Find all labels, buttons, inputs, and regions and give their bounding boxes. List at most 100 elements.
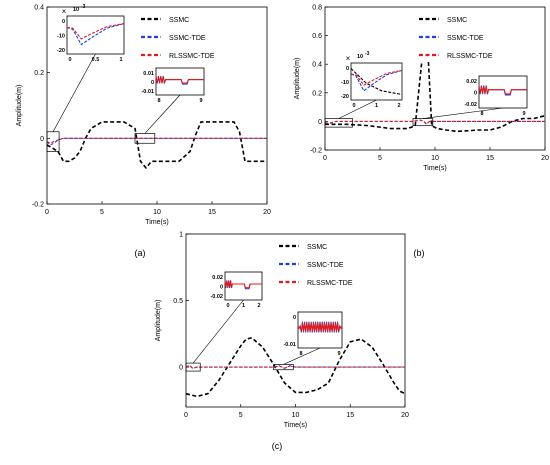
- series-line-ssmc: [325, 45, 546, 133]
- inset-1: 0 1 2 0 -10 -20 × 10 -3: [341, 51, 403, 109]
- inset-y-tick-label: 0.02: [466, 79, 477, 85]
- inset-x-tick-label: 8: [480, 111, 483, 117]
- inset-x-tick-label: 9: [199, 98, 202, 104]
- panel-c: 0 5 10 15 20 0 0.5 1 Time(s) Amplitude(m) 0 1 2 0.02 0…: [155, 232, 409, 452]
- x-tick-label: 5: [239, 412, 243, 419]
- y-axis-label: Amplitude(m): [155, 300, 162, 342]
- inset-series-ssmc-tde: [350, 69, 403, 92]
- x-axis-label: Time(s): [284, 422, 307, 429]
- y-tick-label: 0: [40, 136, 44, 143]
- x-tick-label: 0: [323, 155, 327, 162]
- legend-label: SSMC: [447, 17, 467, 24]
- zoom-connector: [192, 299, 244, 364]
- legend-label: SSMC: [169, 17, 189, 24]
- x-tick-label: 10: [292, 412, 300, 419]
- y-tick-label: -0.2: [32, 202, 44, 209]
- legend-box: [139, 11, 263, 61]
- legend-box: [417, 11, 541, 61]
- zoom-connector: [144, 94, 181, 134]
- inset-2: 8 9 0.02 0 -0.02: [464, 75, 528, 117]
- series-line-rlssmc-tde: [324, 119, 545, 125]
- inset-y-tick-label: 0: [293, 315, 296, 321]
- inset-frame: [297, 311, 343, 349]
- x-tick-label: 20: [263, 209, 271, 216]
- y-tick-label: 0: [179, 365, 183, 372]
- x-tick-label: 15: [208, 209, 216, 216]
- x-tick-label: 5: [100, 209, 104, 216]
- inset-y-tick-label: 0: [474, 91, 477, 97]
- x-tick-label: 10: [431, 155, 439, 162]
- inset-series-rlssmc-tde: [350, 69, 403, 86]
- x-tick-label: 20: [541, 155, 549, 162]
- inset-x-tick-label: 8: [157, 98, 160, 104]
- x-tick-label: 10: [153, 209, 161, 216]
- y-tick-label: 0: [318, 119, 322, 126]
- inset-series-rlssmc-tde: [66, 23, 125, 40]
- legend-label: RLSSMC-TDE: [307, 280, 353, 287]
- legend: SSMC SSMC-TDE RLSSMC-TDE: [139, 11, 263, 61]
- inset-x-tick-label: 1: [119, 57, 122, 63]
- inset-y-tick-label: 0.02: [212, 275, 223, 281]
- panel-caption: (b): [414, 248, 425, 258]
- inset-y-tick-label: -20: [341, 94, 349, 100]
- series-line-rlssmc-tde: [185, 365, 405, 369]
- y-tick-label: 1: [179, 232, 183, 239]
- inset-series-rlssmc-tde: [224, 280, 262, 289]
- y-tick-label: 0.2: [34, 70, 44, 77]
- inset-x-tick-label: 1: [242, 303, 245, 309]
- series-line-rlssmc-tde: [46, 137, 267, 144]
- inset-series-rlssmc-tde: [478, 86, 527, 95]
- inset-series-rlssmc-tde: [297, 322, 343, 332]
- inset-y-tick-label: 0: [62, 19, 65, 25]
- legend: SSMC SSMC-TDE RLSSMC-TDE: [417, 11, 541, 61]
- inset-y-tick-label: -0.01: [141, 89, 154, 95]
- x-axis-label: Time(s): [145, 219, 168, 226]
- inset-frame: [66, 15, 125, 55]
- legend-label: SSMC: [307, 244, 327, 251]
- series-line-ssmc: [46, 121, 267, 170]
- inset-1: 0 0.5 10-10-20× 10 -3: [57, 4, 125, 63]
- inset-multiplier: 10: [357, 54, 363, 60]
- y-axis-label: Amplitude(m): [294, 58, 301, 100]
- legend-label: SSMC-TDE: [307, 262, 344, 269]
- y-tick-label: 0.6: [312, 33, 322, 40]
- inset-multiplier-symbol: ×: [62, 7, 67, 16]
- y-tick-label: 0.4: [312, 62, 322, 69]
- panel-caption: (c): [272, 441, 283, 451]
- zoom-connector: [52, 53, 96, 132]
- inset-1: 0 1 20.020-0.02: [210, 271, 263, 309]
- y-tick-label: 0.2: [312, 90, 322, 97]
- inset-y-tick-label: 0: [220, 285, 223, 291]
- x-axis-label: Time(s): [423, 165, 446, 172]
- y-tick-label: 0.4: [34, 5, 44, 12]
- inset-y-tick-label: -0.01: [283, 342, 296, 348]
- zoom-connector: [422, 107, 504, 119]
- inset-x-tick-label: 0.5: [92, 57, 100, 63]
- legend-label: RLSSMC-TDE: [447, 53, 493, 60]
- legend-label: SSMC-TDE: [447, 35, 484, 42]
- inset-y-tick-label: -10: [341, 80, 349, 86]
- inset-series-rlssmc-tde: [155, 76, 204, 85]
- y-tick-label: 0.8: [312, 5, 322, 12]
- panel-b: 0 5 10 15 20-0.200.20.40.60.8Time(s)Amplitud…: [294, 5, 549, 259]
- inset-x-tick-label: 1: [375, 103, 378, 109]
- inset-y-tick-label: -0.02: [210, 294, 223, 300]
- x-tick-label: 5: [378, 155, 382, 162]
- x-tick-label: 15: [346, 412, 354, 419]
- x-tick-label: 0: [184, 412, 188, 419]
- x-tick-label: 15: [486, 155, 494, 162]
- inset-frame: [224, 271, 263, 301]
- inset-2: 8 9 0.01 0 -0.01: [141, 67, 205, 104]
- inset-frame: [155, 67, 205, 96]
- inset-x-tick-label: 0: [68, 57, 71, 63]
- inset-frame: [478, 75, 528, 109]
- inset-x-tick-label: 0: [226, 303, 229, 309]
- zoom-connector: [338, 99, 377, 119]
- inset-y-tick-label: 0.01: [143, 71, 154, 77]
- inset-y-tick-label: -0.02: [464, 102, 477, 108]
- series-line-ssmc: [185, 336, 406, 398]
- y-tick-label: -0.2: [310, 148, 322, 155]
- inset-2: 8 9 0 -0.01: [283, 311, 343, 357]
